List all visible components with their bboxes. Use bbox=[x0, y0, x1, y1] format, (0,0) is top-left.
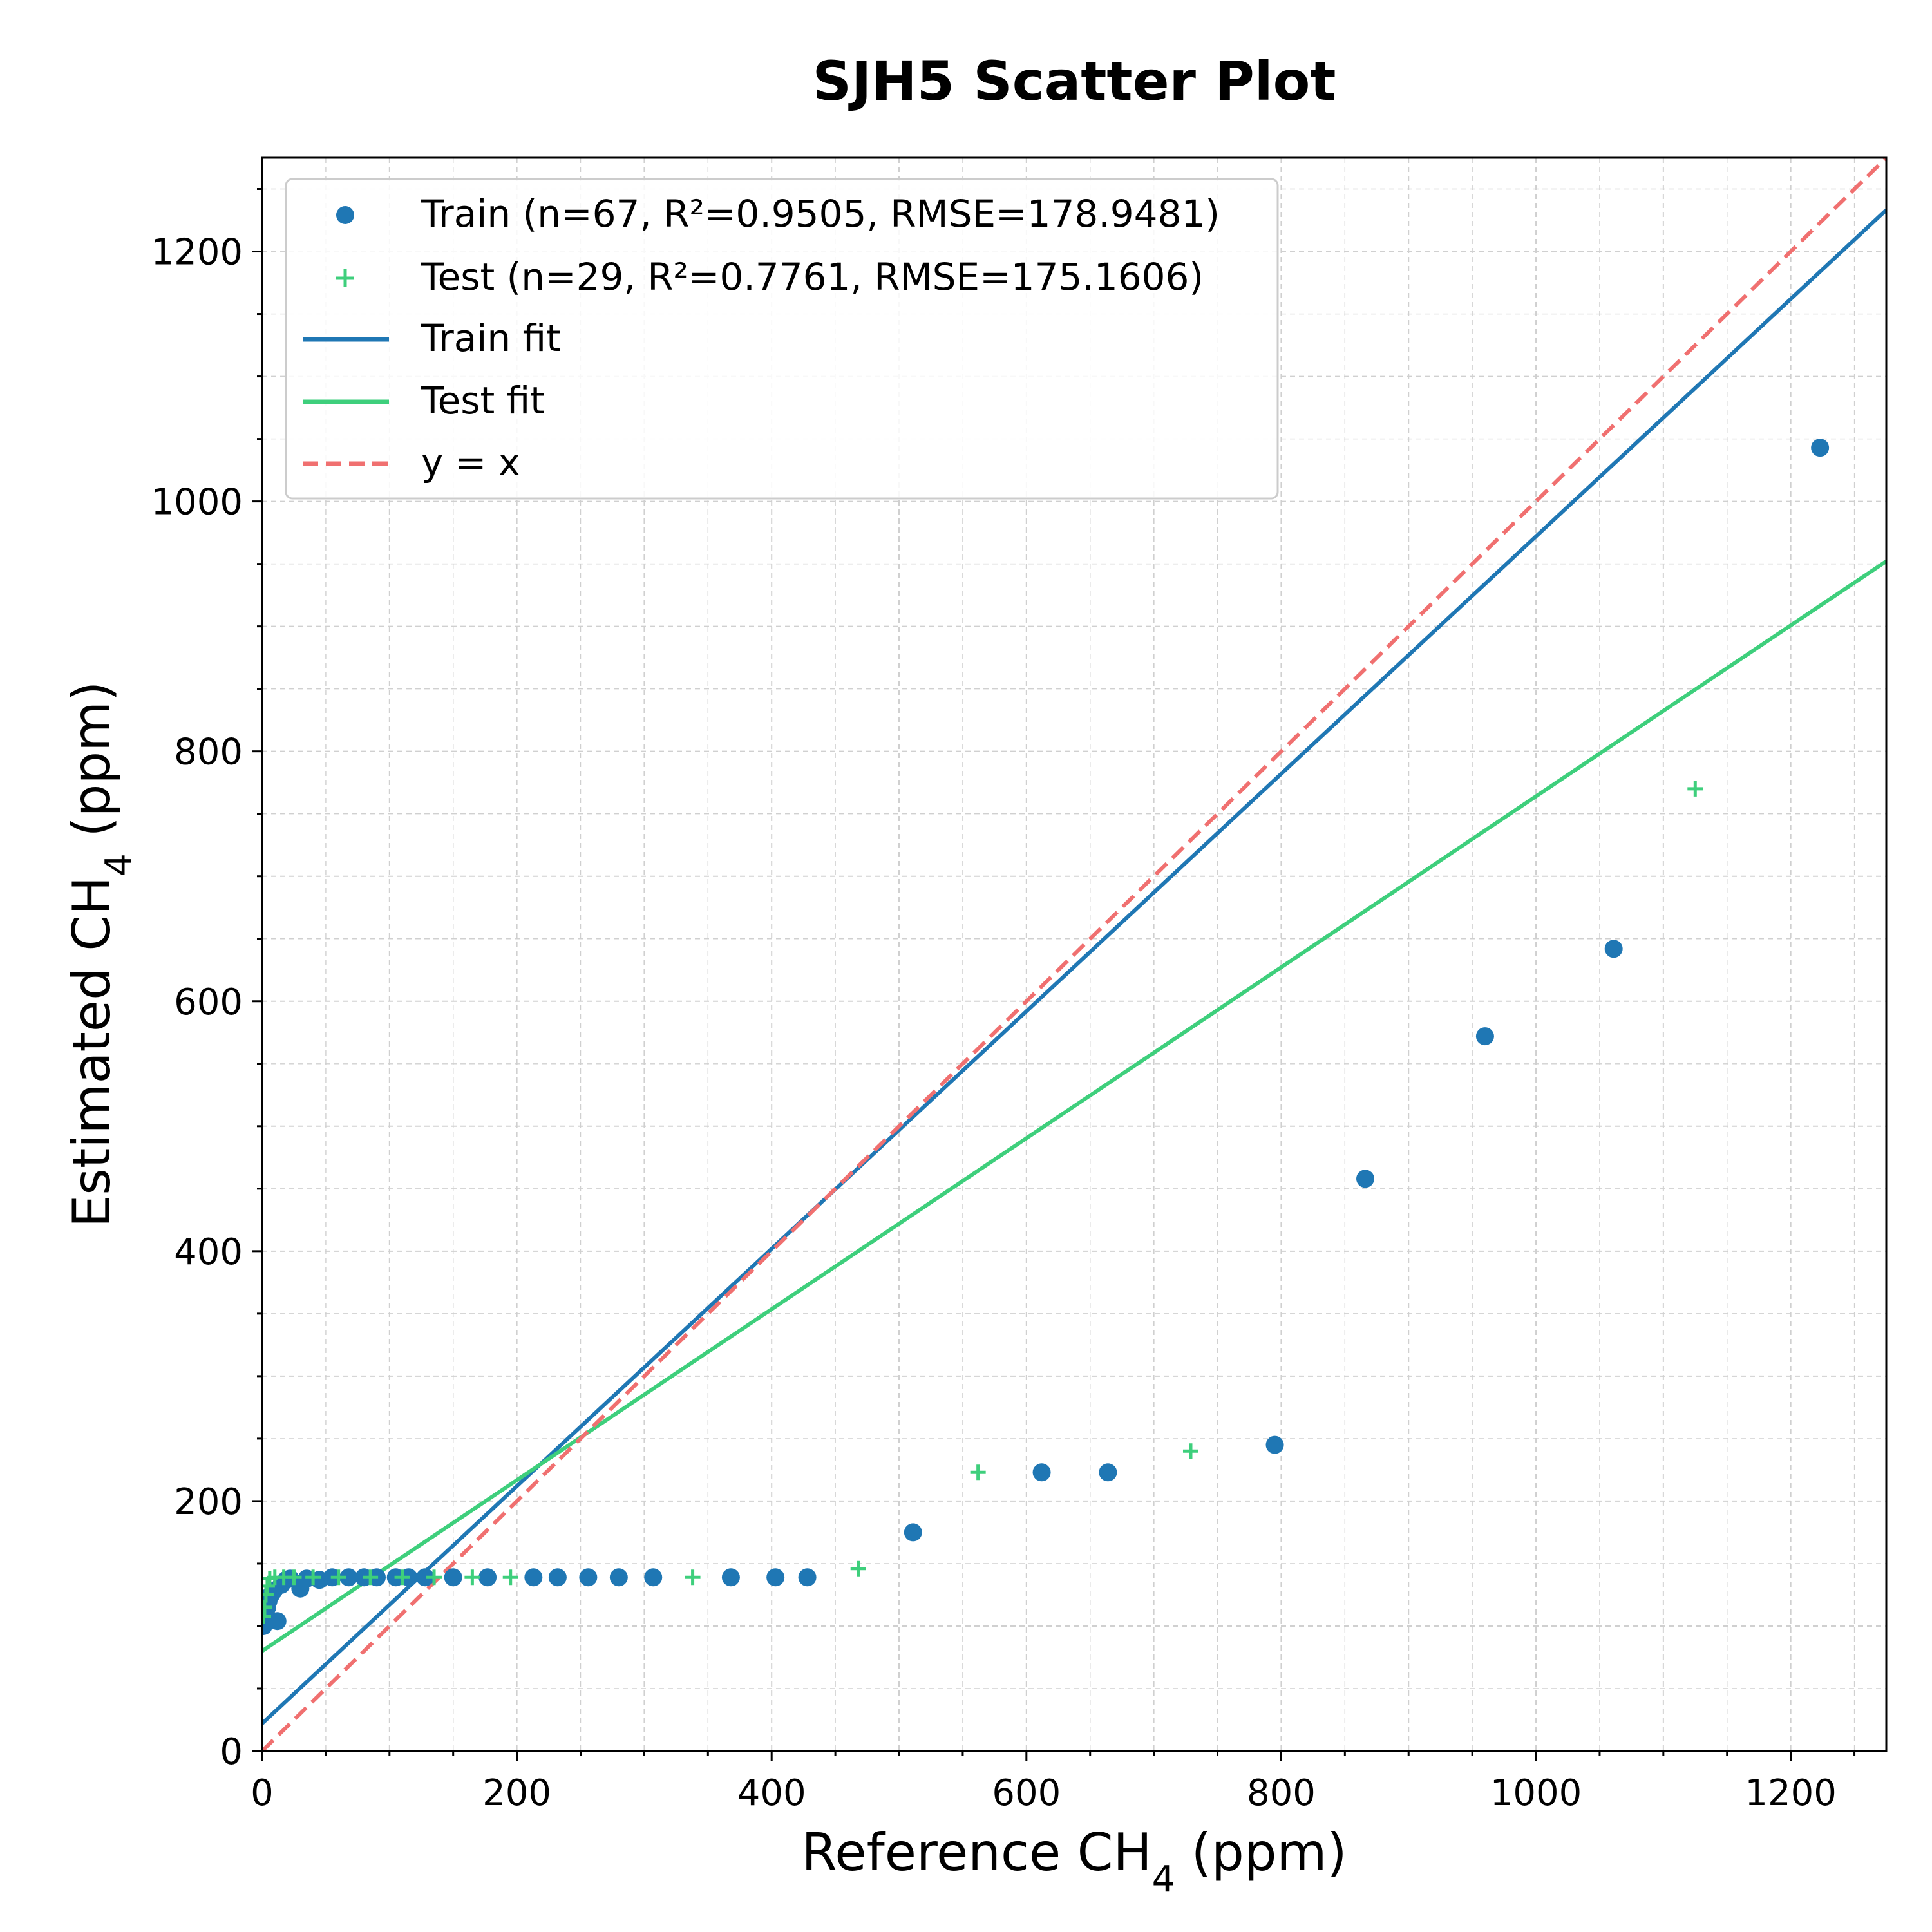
train-point bbox=[478, 1568, 497, 1587]
x-tick-label: 0 bbox=[251, 1772, 274, 1814]
train-point bbox=[721, 1568, 740, 1587]
train-point bbox=[339, 1568, 358, 1587]
plot-frame bbox=[261, 156, 1888, 1752]
fit-lines bbox=[262, 158, 1886, 1751]
legend-train-label: Train (n=67, R²=0.9505, RMSE=178.9481) bbox=[421, 192, 1220, 236]
legend-box bbox=[285, 178, 1279, 500]
test-point bbox=[850, 1560, 866, 1577]
test-point bbox=[394, 1569, 410, 1586]
chart-title: SJH5 Scatter Plot bbox=[813, 50, 1336, 113]
train-point bbox=[548, 1568, 567, 1587]
y-tick-label: 800 bbox=[174, 732, 243, 773]
x-axis-label: Reference CH4 (ppm) bbox=[801, 1823, 1347, 1900]
y-tick-label: 1000 bbox=[151, 482, 243, 524]
train-point bbox=[1099, 1463, 1117, 1482]
test-point bbox=[330, 1569, 346, 1586]
y-tick-label: 200 bbox=[174, 1481, 243, 1523]
test-point bbox=[1182, 1443, 1198, 1459]
train-point bbox=[1604, 940, 1623, 958]
data-points bbox=[262, 439, 1830, 1635]
test-point bbox=[464, 1569, 480, 1586]
test-point bbox=[1687, 781, 1703, 797]
identity-line bbox=[262, 158, 1886, 1751]
train-point bbox=[579, 1568, 598, 1587]
x-tick-label: 1200 bbox=[1745, 1772, 1837, 1814]
x-tick-label: 1000 bbox=[1490, 1772, 1582, 1814]
train-point bbox=[1811, 439, 1830, 457]
test-point bbox=[502, 1569, 518, 1586]
train-point bbox=[644, 1568, 663, 1587]
train-point bbox=[609, 1568, 628, 1587]
test-fit-line bbox=[262, 560, 1886, 1653]
train-point bbox=[1356, 1170, 1374, 1188]
legend-test-marker bbox=[336, 269, 354, 287]
train-point bbox=[766, 1568, 785, 1587]
y-tick-label: 400 bbox=[174, 1231, 243, 1273]
train-point bbox=[1475, 1027, 1494, 1046]
legend-test-fit-label: Test fit bbox=[421, 379, 545, 422]
train-point bbox=[416, 1568, 435, 1587]
x-tick-label: 600 bbox=[992, 1772, 1061, 1814]
plot-area bbox=[262, 158, 1886, 1751]
legend-test-label: Test (n=29, R²=0.7761, RMSE=175.1606) bbox=[421, 255, 1204, 299]
train-point bbox=[904, 1523, 922, 1542]
test-point bbox=[305, 1569, 321, 1586]
test-point bbox=[426, 1569, 442, 1586]
legend-train-marker bbox=[336, 206, 354, 224]
test-point bbox=[970, 1464, 986, 1481]
train-point bbox=[1032, 1463, 1051, 1482]
train-point bbox=[268, 1612, 287, 1631]
legend: Train (n=67, R²=0.9505, RMSE=178.9481) T… bbox=[285, 178, 1279, 500]
test-point bbox=[685, 1569, 701, 1586]
legend-train-fit-label: Train fit bbox=[421, 316, 561, 360]
y-tick-label: 600 bbox=[174, 981, 243, 1023]
test-point bbox=[363, 1569, 379, 1586]
test-point bbox=[262, 1578, 275, 1594]
test-point bbox=[286, 1569, 302, 1586]
train-point bbox=[798, 1568, 817, 1587]
x-tick-label: 400 bbox=[737, 1772, 806, 1814]
x-tick-label: 200 bbox=[482, 1772, 551, 1814]
train-point bbox=[524, 1568, 543, 1587]
y-tick-label: 0 bbox=[220, 1731, 243, 1773]
axis-ticks: 0 200 400 600 800 1000 1200 0 200 400 600 800 1000 12… bbox=[151, 188, 1856, 1814]
train-point bbox=[444, 1568, 462, 1587]
y-tick-label: 1200 bbox=[151, 232, 243, 274]
y-axis-label: Estimated CH4 (ppm) bbox=[62, 681, 140, 1228]
train-point bbox=[1265, 1435, 1284, 1454]
x-tick-label: 800 bbox=[1247, 1772, 1316, 1814]
legend-identity-label: y = x bbox=[421, 440, 520, 484]
